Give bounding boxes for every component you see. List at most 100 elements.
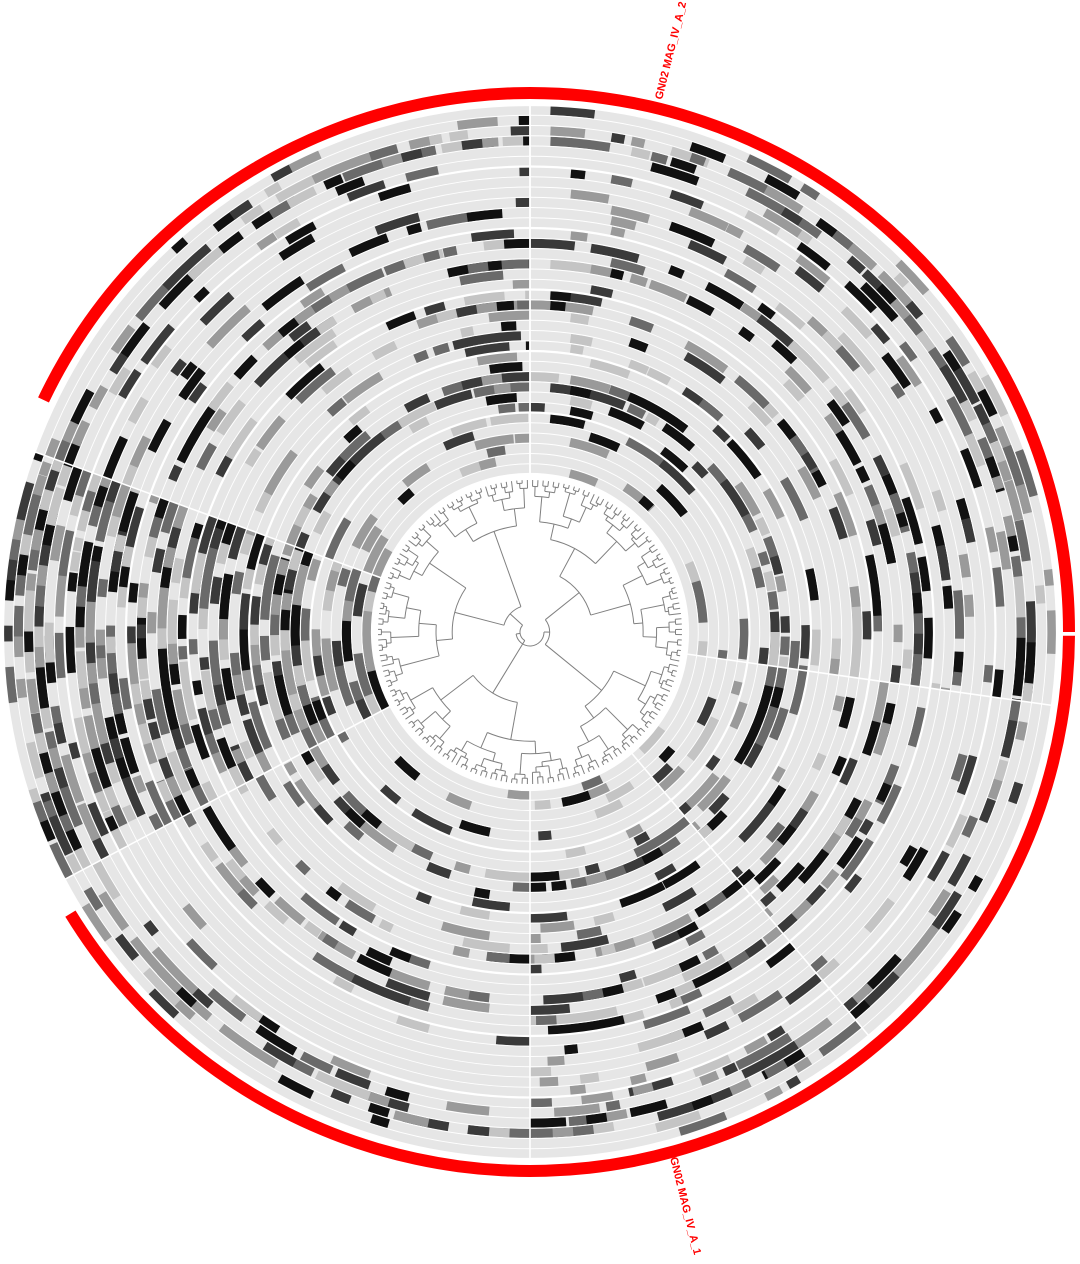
coverage-cell <box>106 637 116 654</box>
coverage-cell <box>493 383 510 394</box>
coverage-cell <box>482 137 499 147</box>
tree-branch <box>643 637 656 638</box>
coverage-cell <box>4 626 13 642</box>
coverage-cell <box>515 434 530 444</box>
coverage-cell <box>519 167 530 176</box>
coverage-cell <box>311 629 321 656</box>
coverage-cell <box>188 639 198 655</box>
coverage-cell <box>523 136 530 145</box>
tree-arc <box>382 645 383 650</box>
coverage-cell <box>178 646 188 660</box>
coverage-cell <box>964 595 974 617</box>
coverage-cell <box>65 627 74 653</box>
coverage-cell <box>496 301 514 311</box>
coverage-cell <box>25 590 35 611</box>
coverage-cell <box>530 1128 553 1138</box>
coverage-cell <box>147 612 157 633</box>
coverage-cell <box>564 1044 578 1054</box>
coverage-cell <box>127 626 136 643</box>
coverage-cell <box>811 630 821 652</box>
coverage-cell <box>952 672 962 686</box>
coverage-cell <box>551 880 567 891</box>
coverage-cell <box>1026 601 1036 646</box>
tree-branch <box>675 619 681 620</box>
coverage-cell <box>530 403 545 413</box>
coverage-cell <box>862 611 872 639</box>
tree-arc <box>512 779 517 780</box>
tree-branch <box>535 741 536 754</box>
coverage-cell <box>530 882 546 892</box>
coverage-cell <box>758 648 769 666</box>
coverage-cell <box>513 882 530 892</box>
tree-branch <box>543 777 544 784</box>
coverage-cell <box>168 643 178 664</box>
coverage-cell <box>530 965 542 974</box>
coverage-cell <box>519 116 530 125</box>
coverage-cell <box>923 618 933 659</box>
coverage-cell <box>780 616 790 633</box>
coverage-cell <box>488 260 502 270</box>
coverage-cell <box>516 198 530 207</box>
tree-branch <box>548 481 549 486</box>
coverage-cell <box>96 645 106 658</box>
tree-branch <box>668 642 678 643</box>
coverage-cell <box>547 1056 564 1066</box>
coverage-cell <box>557 1106 580 1117</box>
coverage-cell <box>522 372 530 381</box>
tree-branch <box>677 655 680 656</box>
coverage-cell <box>530 934 541 943</box>
coverage-cell <box>137 624 146 638</box>
coverage-cell <box>199 657 209 670</box>
coverage-cell <box>893 625 902 643</box>
coverage-cell <box>137 595 147 618</box>
coverage-cell <box>697 641 707 657</box>
coverage-cell <box>829 658 840 675</box>
coverage-cell <box>34 606 44 627</box>
coverage-cell <box>14 606 24 637</box>
coverage-cell <box>530 1016 536 1025</box>
coverage-cell <box>260 636 271 661</box>
tree-branch <box>634 623 643 624</box>
tree-branch <box>381 603 384 604</box>
coverage-cell <box>26 679 36 694</box>
coverage-cell <box>550 301 566 311</box>
coverage-cell <box>511 126 530 135</box>
tree-branch <box>511 779 512 783</box>
coverage-cell <box>1047 610 1057 654</box>
coverage-cell <box>530 1117 566 1127</box>
tree-branch <box>548 778 549 783</box>
coverage-cell <box>780 636 790 655</box>
coverage-cell <box>514 382 530 392</box>
coverage-cell <box>517 300 530 309</box>
coverage-cell <box>531 1098 552 1108</box>
coverage-cell <box>902 649 912 668</box>
tree-arc <box>386 640 387 648</box>
tree-branch <box>516 633 520 634</box>
coverage-cell <box>540 1077 559 1087</box>
coverage-cell <box>518 403 530 412</box>
coverage-cell <box>910 674 920 687</box>
coverage-cell <box>538 831 552 841</box>
coverage-cell <box>530 944 548 954</box>
coverage-cell <box>504 239 530 249</box>
coverage-cell <box>530 372 559 383</box>
coverage-cell <box>1035 585 1045 604</box>
coverage-cell <box>800 625 810 659</box>
coverage-cell <box>501 321 517 331</box>
coverage-cell <box>535 800 551 810</box>
coverage-cell <box>530 1067 551 1077</box>
tree-arc <box>543 486 548 487</box>
coverage-cell <box>508 259 530 269</box>
tree-branch <box>380 608 383 609</box>
coverage-cell <box>168 599 178 623</box>
coverage-cell <box>513 280 530 289</box>
tree-branch <box>545 486 546 491</box>
coverage-cell <box>873 616 882 632</box>
coverage-cell <box>26 573 37 591</box>
coverage-cell <box>342 629 351 642</box>
coverage-cell <box>97 579 108 598</box>
tree-branch <box>515 774 516 779</box>
coverage-cell <box>45 623 55 663</box>
coverage-cell <box>138 583 149 598</box>
